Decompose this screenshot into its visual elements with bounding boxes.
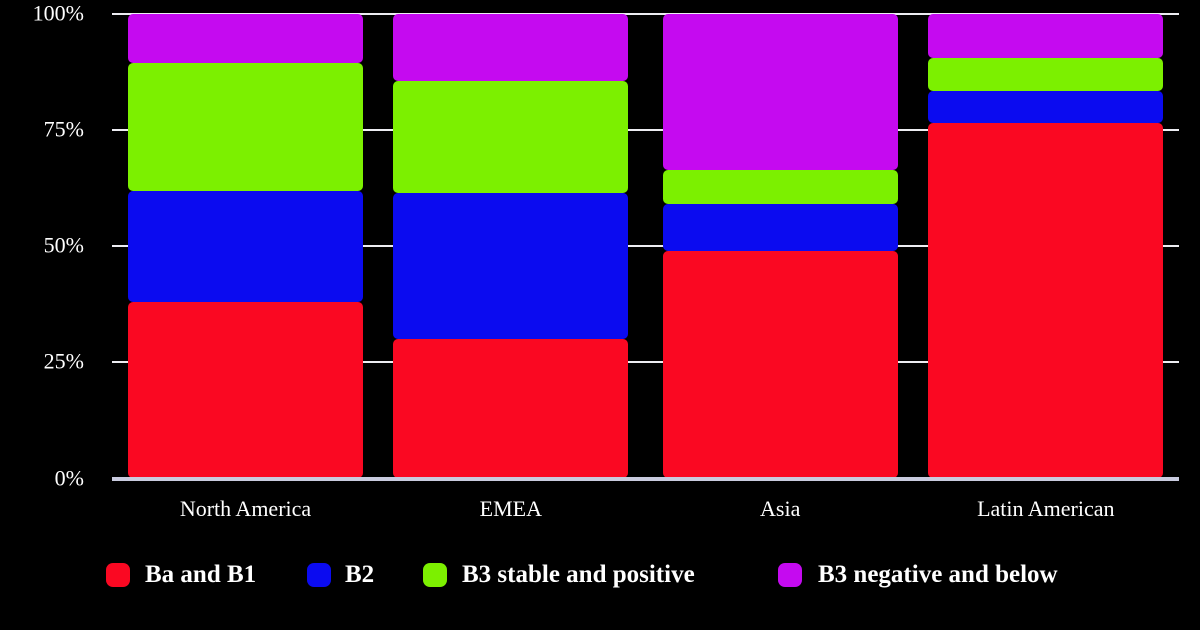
legend-label: B2: [345, 561, 375, 588]
y-tick-label: 75%: [43, 116, 84, 142]
bar-segment: [928, 58, 1164, 91]
bar-segment: [393, 14, 629, 82]
bar-segment: [393, 339, 629, 479]
category-label: Latin American: [977, 496, 1115, 521]
bar-segment: [662, 250, 898, 479]
bar-segment: [393, 192, 629, 340]
category-label: EMEA: [479, 496, 542, 521]
gridline-75: [112, 129, 1179, 132]
legend-label: B3 negative and below: [818, 561, 1058, 588]
legend-swatch: [778, 563, 802, 587]
category-label: Asia: [760, 496, 801, 521]
bar-segment: [662, 204, 898, 251]
gridline-25: [112, 361, 1179, 364]
legend-swatch: [106, 563, 130, 587]
category-label: North America: [179, 496, 312, 521]
bar-segment: [928, 14, 1164, 59]
legend-label: B3 stable and positive: [462, 561, 695, 588]
y-tick-label: 50%: [43, 232, 84, 258]
y-tick-label: 25%: [43, 348, 84, 374]
bar-segment: [928, 90, 1164, 124]
bar-segment: [928, 123, 1164, 479]
bar-segment: [128, 14, 363, 63]
bar-segment: [662, 14, 898, 170]
y-tick-label: 0%: [54, 464, 84, 490]
gridline-50: [112, 245, 1179, 248]
bar-segment: [393, 81, 629, 193]
legend-swatch: [423, 563, 447, 587]
bar-segment: [128, 190, 363, 302]
legend-label: Ba and B1: [145, 561, 257, 588]
y-tick-label: 100%: [32, 0, 84, 26]
bar-segment: [128, 301, 363, 479]
bar-segment: [128, 62, 363, 191]
x-axis-baseline: [112, 476, 1179, 481]
gridline-100: [112, 13, 1179, 15]
legend-swatch: [307, 563, 331, 587]
bar-segment: [662, 169, 898, 205]
